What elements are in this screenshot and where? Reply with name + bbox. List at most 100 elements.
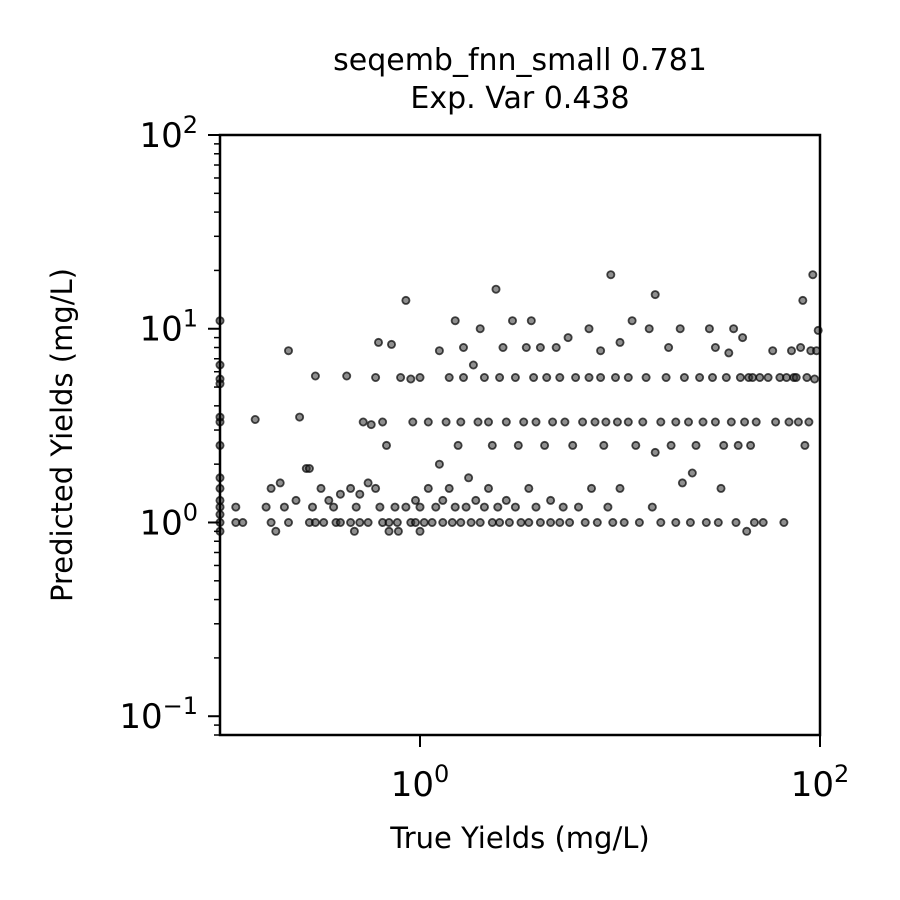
scatter-point	[748, 372, 758, 382]
scatter-point	[373, 337, 383, 347]
scatter-point	[738, 333, 748, 343]
scatter-point	[521, 342, 531, 352]
x-tick-label: 102	[791, 760, 850, 805]
scatter-point	[611, 372, 621, 382]
scatter-point	[751, 417, 761, 427]
scatter-point	[749, 518, 759, 528]
scatter-point	[546, 495, 556, 505]
scatter-point	[724, 348, 734, 358]
scatter-point	[423, 417, 433, 427]
scatter-point	[250, 414, 260, 424]
scatter-point	[464, 473, 474, 483]
scatter-point	[808, 270, 818, 280]
scatter-point	[524, 483, 534, 493]
y-tick-label: 100	[139, 498, 198, 543]
scatter-point	[784, 417, 794, 427]
scatter-point	[531, 417, 541, 427]
scatter-point	[516, 518, 526, 528]
scatter-point	[351, 502, 361, 512]
scatter-point	[363, 518, 373, 528]
scatter-point	[644, 324, 654, 334]
scatter-point	[608, 518, 618, 528]
scatter-point	[519, 417, 529, 427]
scatter-point	[578, 417, 588, 427]
scatter-point	[468, 360, 478, 370]
scatter-point	[501, 495, 511, 505]
scatter-point	[456, 518, 466, 528]
scatter-point	[796, 342, 806, 352]
scatter-point	[447, 518, 457, 528]
scatter-point	[307, 502, 317, 512]
scatter-point	[719, 440, 729, 450]
scatter-point	[627, 316, 637, 326]
scatter-point	[363, 478, 373, 488]
scatter-point	[401, 295, 411, 305]
scatter-point	[453, 440, 463, 450]
scatter-point	[763, 372, 773, 382]
scatter-point	[438, 495, 448, 505]
scatter-point	[410, 518, 420, 528]
scatter-point	[444, 372, 454, 382]
scatter-point	[275, 478, 285, 488]
scatter-point	[810, 374, 820, 384]
scatter-point	[568, 440, 578, 450]
scatter-point	[378, 417, 388, 427]
scatter-point	[641, 372, 651, 382]
scatter-point	[535, 342, 545, 352]
y-axis-ticks: 10−1 100 101 102	[119, 111, 220, 737]
scatter-point	[768, 346, 778, 356]
scatter-point	[415, 526, 425, 536]
scatter-point	[729, 324, 739, 334]
scatter-point	[793, 417, 803, 427]
scatter-point	[551, 342, 561, 352]
scatter-point	[716, 483, 726, 493]
scatter-point	[804, 417, 814, 427]
scatter-point	[691, 440, 701, 450]
scatter-point	[529, 372, 539, 382]
scatter-point	[450, 316, 460, 326]
scatter-point	[346, 483, 356, 493]
scatter-point	[800, 440, 810, 450]
scatter-point	[358, 417, 368, 427]
scatter-point	[580, 518, 590, 528]
scatter-point	[606, 270, 616, 280]
scatter-point	[434, 346, 444, 356]
scatter-point	[279, 502, 289, 512]
scatter-point	[231, 502, 241, 512]
scatter-point	[779, 518, 789, 528]
scatter-point	[479, 372, 489, 382]
scatter-point	[349, 526, 359, 536]
scatter-point	[771, 417, 781, 427]
scatter-point	[656, 518, 666, 528]
scatter-point	[384, 518, 394, 528]
scatter-point	[664, 342, 674, 352]
chart-title-line-1: seqemb_fnn_small 0.781	[333, 43, 707, 78]
scatter-point	[261, 502, 271, 512]
scatter-point	[319, 518, 329, 528]
scatter-point	[540, 440, 550, 450]
scatter-point	[546, 518, 556, 528]
scatter-point	[590, 417, 600, 427]
scatter-point	[740, 417, 750, 427]
points-layer	[215, 270, 823, 536]
scatter-point	[493, 502, 503, 512]
scatter-point	[271, 526, 281, 536]
scatter-point	[701, 518, 711, 528]
plot-frame	[218, 133, 822, 737]
scatter-point	[710, 417, 720, 427]
scatter-point	[650, 290, 660, 300]
scatter-point	[758, 518, 768, 528]
scatter-point	[558, 502, 568, 512]
scatter-point	[742, 526, 752, 536]
scatter-point	[592, 518, 602, 528]
scatter-point	[479, 502, 489, 512]
scatter-point	[335, 518, 345, 528]
scatter-point	[535, 518, 545, 528]
scatter-point	[291, 495, 301, 505]
scatter-point	[685, 518, 695, 528]
scatter-point	[531, 502, 541, 512]
scatter-point	[410, 495, 420, 505]
scatter-point	[384, 526, 394, 536]
scatter-point	[458, 372, 468, 382]
scatter-point	[310, 518, 320, 528]
